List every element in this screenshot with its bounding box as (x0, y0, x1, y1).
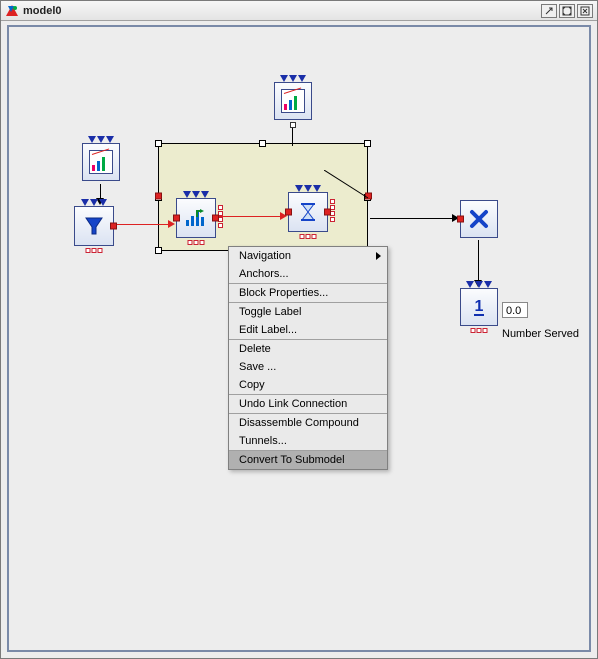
selection-port-left[interactable] (155, 193, 162, 200)
link-funnel-bars[interactable] (114, 224, 172, 225)
block-chartA[interactable] (82, 143, 120, 181)
funnel-icon (83, 215, 105, 237)
menu-anchors[interactable]: Anchors... (229, 265, 387, 283)
menu-undo-link[interactable]: Undo Link Connection (229, 395, 387, 413)
block-x[interactable] (460, 200, 498, 238)
window-title: model0 (23, 5, 539, 17)
menu-item-label: Save ... (239, 361, 276, 373)
block-one-params (471, 328, 488, 333)
menu-item-label: Block Properties... (239, 287, 328, 299)
block-chartB-port-bottom[interactable] (290, 122, 296, 128)
menu-item-label: Edit Label... (239, 324, 297, 336)
sel-handle-sw[interactable] (155, 247, 162, 254)
block-bars-in[interactable] (173, 215, 180, 222)
app-window: model0 (0, 0, 598, 659)
block-bars-inputs (183, 191, 209, 198)
menu-tunnels[interactable]: Tunnels... (229, 432, 387, 450)
block-funnel-inputs (81, 199, 107, 206)
block-chartB-inputs (280, 75, 306, 82)
model-canvas[interactable]: 1 0.0 Number Served Navigation Anchors..… (10, 28, 588, 649)
undock-button[interactable] (541, 4, 557, 18)
block-hourglass-params (300, 234, 317, 239)
menu-save[interactable]: Save ... (229, 358, 387, 376)
menu-edit-label[interactable]: Edit Label... (229, 321, 387, 339)
block-hourglass-out[interactable] (324, 209, 331, 216)
block-hourglass[interactable] (288, 192, 328, 232)
menu-item-label: Navigation (239, 250, 291, 262)
sel-handle-ne[interactable] (364, 140, 371, 147)
menu-copy[interactable]: Copy (229, 376, 387, 394)
menu-item-label: Undo Link Connection (239, 398, 347, 410)
block-bars-params (188, 240, 205, 245)
sel-handle-n[interactable] (259, 140, 266, 147)
number-served-value[interactable]: 0.0 (502, 302, 528, 318)
block-bars-out[interactable] (212, 215, 219, 222)
x-icon (468, 208, 490, 230)
menu-toggle-label[interactable]: Toggle Label (229, 303, 387, 321)
one-icon: 1 (468, 296, 490, 318)
context-menu: Navigation Anchors... Block Properties..… (228, 246, 388, 470)
canvas-frame: 1 0.0 Number Served Navigation Anchors..… (7, 25, 591, 652)
block-hourglass-in[interactable] (285, 209, 292, 216)
menu-delete[interactable]: Delete (229, 340, 387, 358)
maximize-button[interactable] (559, 4, 575, 18)
menu-convert-submodel[interactable]: Convert To Submodel (229, 451, 387, 469)
link-sel-x[interactable] (370, 218, 456, 219)
block-chartA-inputs (88, 136, 114, 143)
menu-block-properties[interactable]: Block Properties... (229, 284, 387, 302)
menu-disassemble[interactable]: Disassemble Compound (229, 414, 387, 432)
block-funnel-params (86, 248, 103, 253)
block-one-inputs (466, 281, 492, 288)
menu-item-label: Disassemble Compound (239, 417, 359, 429)
menu-item-label: Convert To Submodel (239, 454, 345, 466)
link-bars-hourglass[interactable] (218, 216, 284, 217)
bars-icon (184, 206, 208, 230)
menu-item-label: Delete (239, 343, 271, 355)
menu-item-label: Copy (239, 379, 265, 391)
menu-navigation[interactable]: Navigation (229, 247, 387, 265)
block-hourglass-inputs (295, 185, 321, 192)
sel-handle-nw[interactable] (155, 140, 162, 147)
block-funnel-out[interactable] (110, 223, 117, 230)
link-x-one[interactable] (478, 240, 479, 284)
chart-icon (281, 89, 305, 113)
submenu-arrow-icon (376, 252, 381, 260)
menu-item-label: Tunnels... (239, 435, 287, 447)
block-chartB[interactable] (274, 82, 312, 120)
app-icon (5, 4, 19, 18)
block-funnel[interactable] (74, 206, 114, 246)
block-bars[interactable] (176, 198, 216, 238)
titlebar[interactable]: model0 (1, 1, 597, 21)
hourglass-icon (297, 201, 319, 223)
block-one[interactable]: 1 (460, 288, 498, 326)
number-served-label: Number Served (502, 328, 579, 340)
menu-item-label: Toggle Label (239, 306, 301, 318)
block-x-in[interactable] (457, 216, 464, 223)
close-button[interactable] (577, 4, 593, 18)
chart-icon (89, 150, 113, 174)
menu-item-label: Anchors... (239, 268, 289, 280)
